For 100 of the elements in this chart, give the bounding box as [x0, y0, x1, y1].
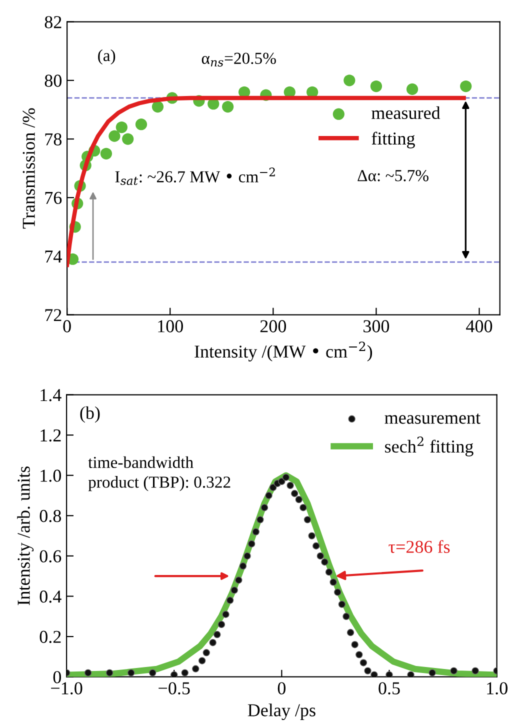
- y-tick-label: 1.2: [40, 429, 61, 442]
- point: [304, 516, 312, 524]
- annotation: I$_{sat}$: ~26.7 MW • cm$^{−2}$: [115, 168, 275, 186]
- x-axis-title: Delay /ps: [248, 704, 316, 720]
- x-tick-label: 400: [466, 320, 492, 332]
- y-tick-label: 1.0: [40, 470, 61, 482]
- point: [202, 649, 210, 656]
- annotation: (a): [98, 49, 116, 65]
- point: [239, 562, 247, 570]
- annotation: (b): [80, 406, 100, 423]
- point: [269, 484, 277, 492]
- point: [300, 504, 307, 512]
- point: [244, 552, 251, 560]
- y-axis-title: Intensity /arb. units: [17, 466, 34, 606]
- point: [100, 148, 112, 160]
- point: [312, 542, 320, 550]
- y-tick-label: 0.4: [40, 590, 62, 603]
- point: [321, 558, 328, 566]
- point: [342, 612, 350, 620]
- annotation: α$_{ns}$=20.5%: [202, 52, 276, 67]
- point: [364, 667, 372, 674]
- legend-label: fitting: [372, 132, 415, 148]
- x-tick-label: −1.0: [51, 682, 82, 694]
- point: [282, 474, 290, 481]
- x-tick-label: 0: [63, 320, 71, 332]
- point: [295, 496, 303, 504]
- point: [428, 669, 436, 676]
- point: [181, 669, 188, 676]
- point: [338, 600, 346, 608]
- x-tick-label: 100: [158, 320, 183, 332]
- point: [260, 504, 268, 512]
- point: [152, 100, 164, 113]
- point: [351, 640, 358, 648]
- point: [360, 659, 368, 666]
- point: [256, 516, 264, 524]
- point: [407, 671, 414, 677]
- point: [386, 671, 393, 677]
- point: [170, 671, 178, 677]
- point: [222, 100, 234, 113]
- point: [116, 121, 128, 134]
- y-tick-label: 0.6: [40, 550, 62, 562]
- point: [218, 620, 226, 628]
- point: [346, 628, 354, 636]
- legend-label: sech$^{2}$ fitting: [385, 436, 474, 456]
- x-tick-label: 0: [278, 682, 286, 694]
- point: [84, 669, 92, 676]
- x-axis-title: Intensity /(MW • cm$^{−2}$): [194, 342, 372, 362]
- y-tick-label: 82: [44, 16, 62, 28]
- point: [127, 669, 135, 676]
- x-tick-label: 300: [364, 320, 390, 332]
- point: [265, 492, 272, 500]
- legend-label: measured: [372, 106, 440, 120]
- point: [370, 671, 378, 677]
- annotation: time-bandwidth product (TBP): 0.322: [88, 456, 230, 492]
- point: [344, 74, 356, 86]
- y-tick-label: 78: [45, 133, 62, 146]
- point: [214, 630, 221, 638]
- x-tick-label: 0.5: [378, 682, 400, 694]
- y-tick-label: 0.8: [40, 510, 61, 522]
- x-tick-label: 1.0: [487, 682, 508, 694]
- point: [334, 588, 342, 596]
- point: [108, 130, 120, 142]
- y-tick-label: 0: [53, 671, 61, 684]
- point: [370, 80, 382, 92]
- point: [122, 133, 134, 145]
- y-tick-label: 1.4: [40, 389, 62, 402]
- point: [460, 80, 472, 92]
- y-tick-label: 72: [45, 309, 62, 322]
- point: [209, 638, 216, 646]
- point: [192, 665, 200, 672]
- point: [235, 576, 242, 584]
- point: [406, 83, 418, 96]
- point: [135, 118, 148, 130]
- point: [222, 610, 230, 618]
- point: [316, 552, 324, 560]
- point: [325, 568, 333, 576]
- y-tick-label: 74: [45, 250, 62, 262]
- point: [248, 540, 256, 548]
- annotation: Δα: ~5.7%: [358, 170, 428, 182]
- point: [356, 651, 363, 658]
- point: [252, 528, 260, 536]
- x-tick-label: −0.5: [158, 682, 190, 694]
- y-tick-label: 80: [44, 74, 62, 87]
- point: [106, 669, 114, 676]
- point: [286, 482, 294, 490]
- y-axis-title: Transmission /%: [22, 108, 35, 229]
- point: [230, 586, 238, 594]
- point: [278, 478, 286, 486]
- legend-label: measurement: [384, 413, 480, 424]
- point: [308, 532, 316, 540]
- point: [330, 578, 337, 586]
- point: [226, 596, 234, 604]
- point: [198, 657, 206, 664]
- point: [472, 667, 479, 674]
- y-tick-label: 76: [45, 192, 62, 204]
- x-tick-label: 200: [260, 320, 286, 332]
- y-tick-label: 0.2: [40, 630, 61, 644]
- point: [148, 669, 156, 676]
- point: [450, 667, 458, 674]
- point: [290, 490, 298, 498]
